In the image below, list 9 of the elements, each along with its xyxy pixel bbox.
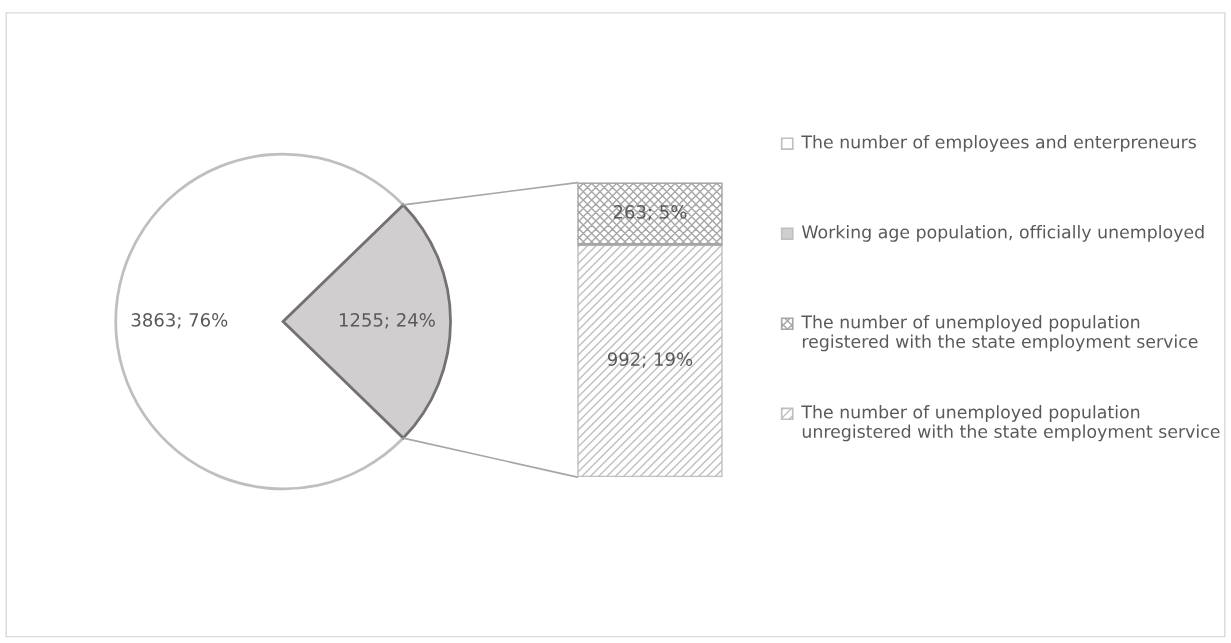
data-label: 992; 19%: [607, 352, 693, 368]
legend-label: The number of employees and enterpreneurs: [801, 135, 1196, 152]
data-label: 1255; 24%: [339, 313, 435, 329]
data-label: 263; 5%: [613, 205, 687, 221]
pie-slice: [281, 203, 452, 440]
legend-label: The number of unemployed population unregistered with the state employment service: [801, 405, 1220, 442]
legend-label: The number of unemployed population registered with the state employment service: [801, 315, 1198, 352]
data-label: 3863; 76%: [131, 313, 228, 329]
legend-label: Working age population, officially unemployed: [801, 225, 1204, 242]
